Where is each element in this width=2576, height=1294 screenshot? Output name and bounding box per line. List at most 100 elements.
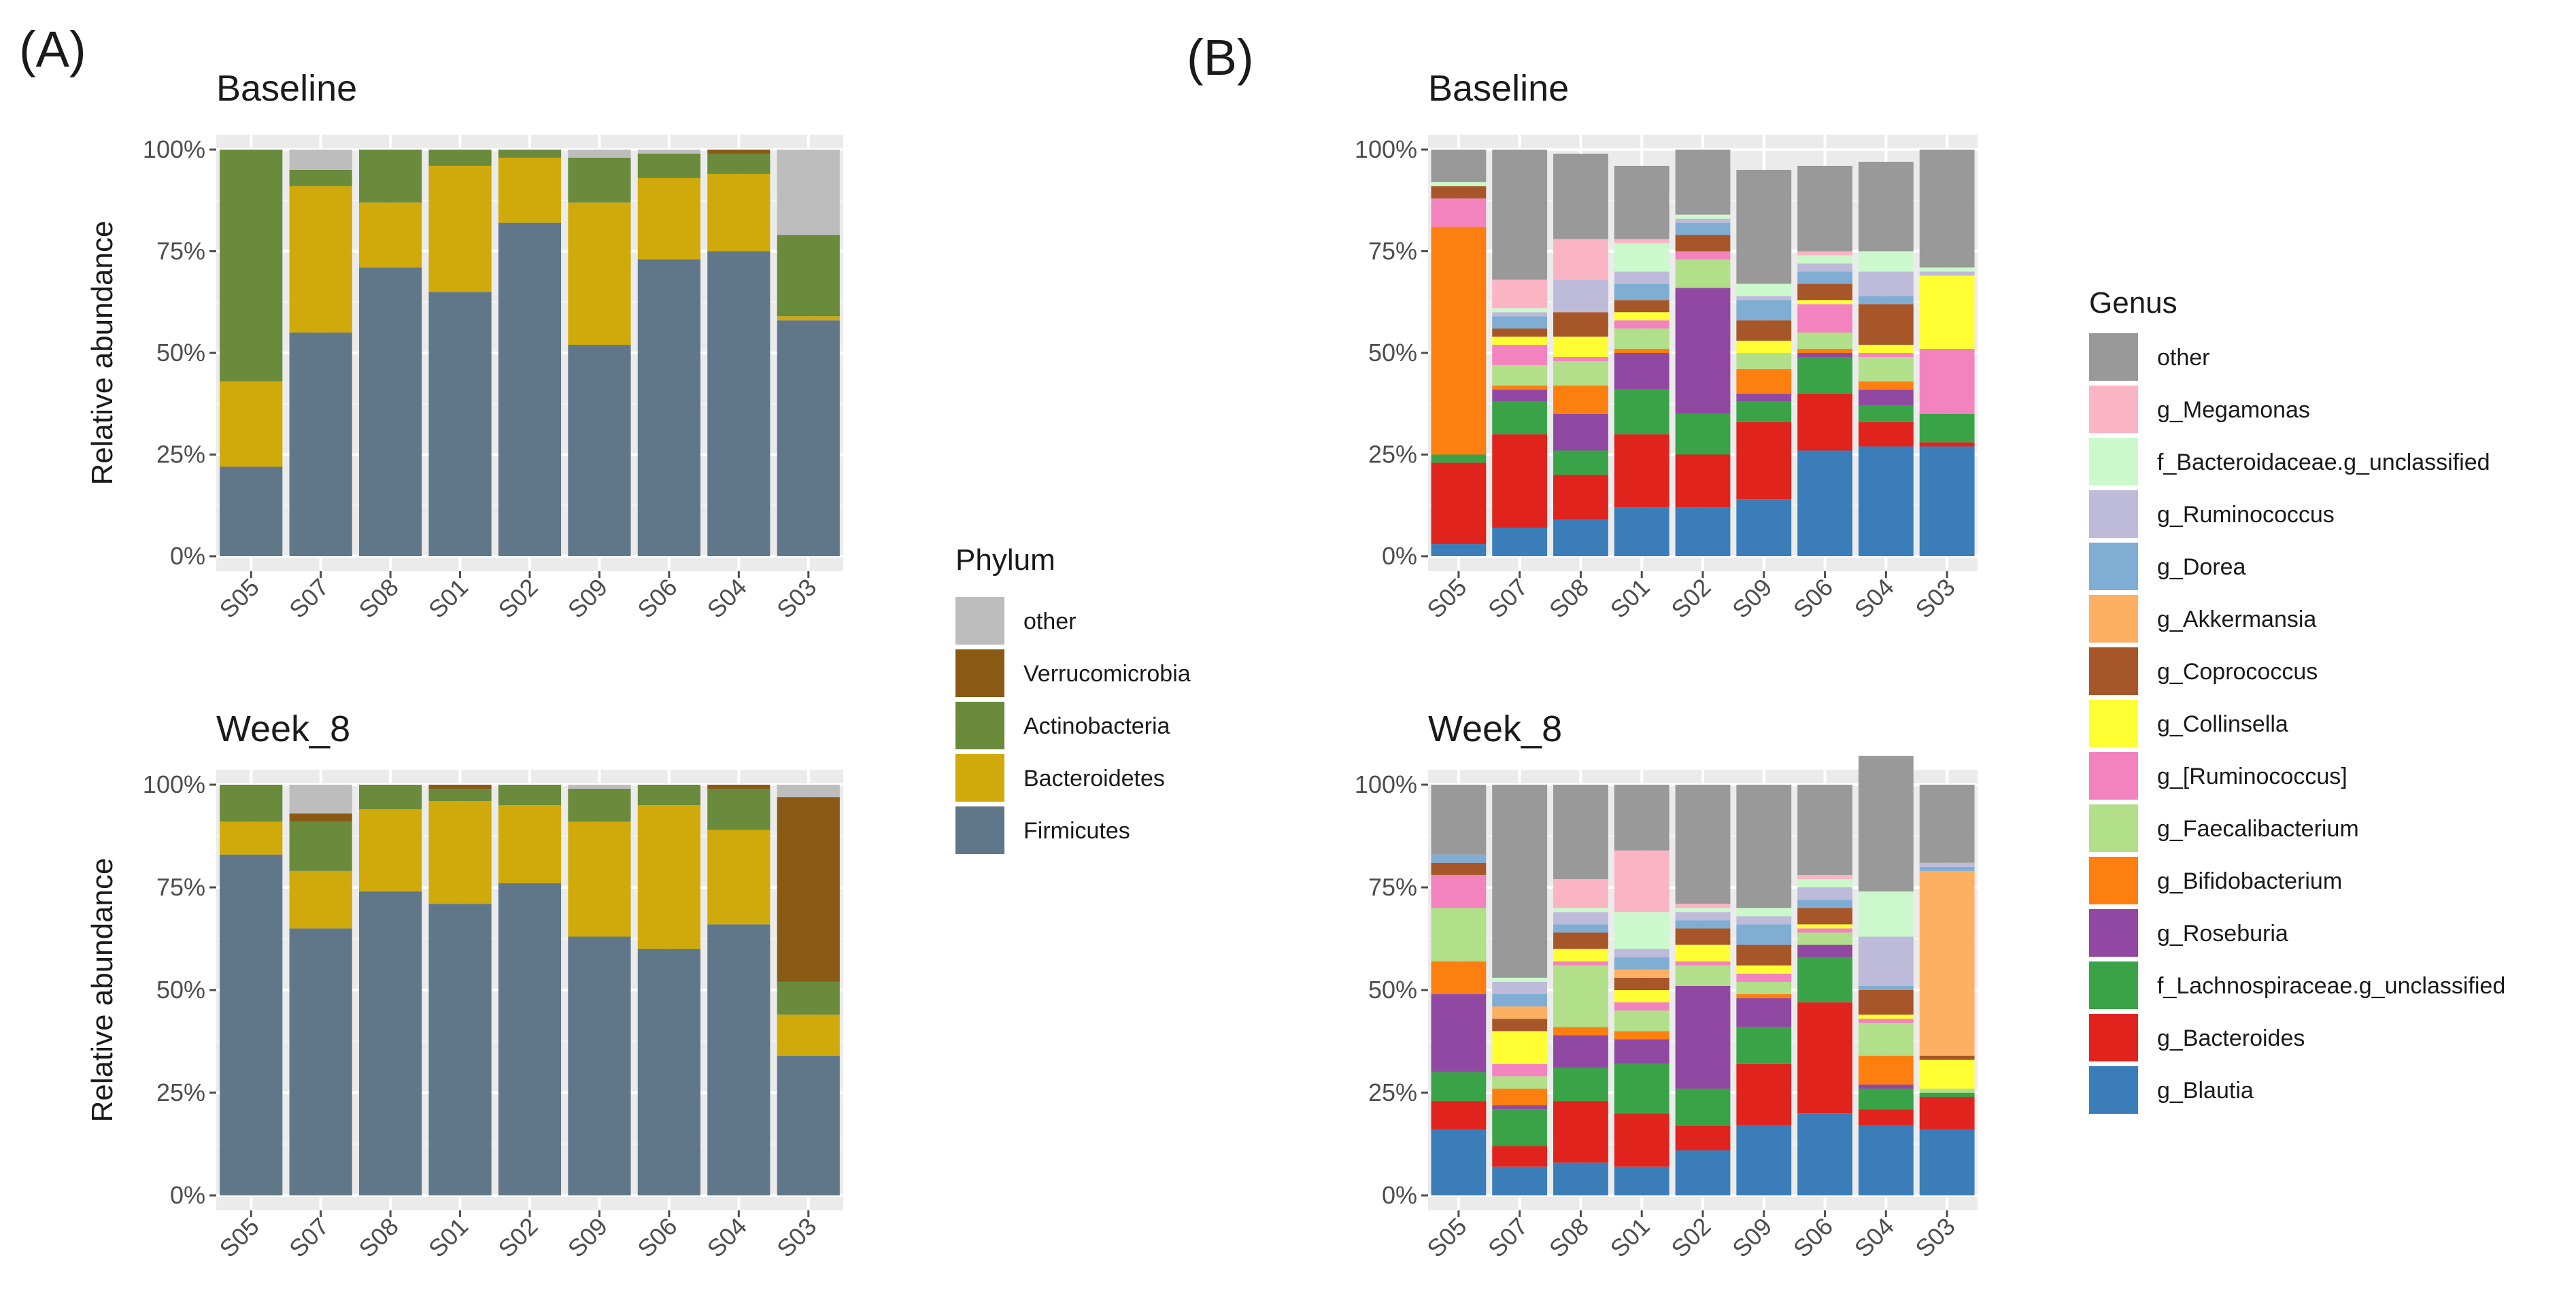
bar-segment-s08-g-collinsella: [1553, 337, 1608, 357]
x-tick-label: S03: [1910, 573, 1960, 624]
legend-swatch-g-bacteroides: [2089, 1014, 2138, 1061]
bar-segment-s02-f-bacteroidaceae-g-unclassified: [1675, 908, 1731, 913]
x-tick-label: S08: [353, 1212, 403, 1263]
bar-segment-s03-g-bacteroides: [1919, 442, 1975, 447]
bar-segment-s02-g-faecalibacterium: [1675, 259, 1731, 288]
chart-a-week8: Week_8 0% 25% 50% 75% 100% S05 S07 S08 S01 S02 S09 S…: [86, 709, 843, 1263]
y-tick-label: 75%: [1368, 237, 1417, 265]
bar-segment-s05-f-lachnospiraceae-g-unclassified: [1431, 1072, 1487, 1102]
bar-segment-s04-g-ruminococcus: [1858, 353, 1914, 357]
bar-segment-s01-bacteroidetes: [428, 165, 492, 292]
bar-segment-s04-verrucomicrobia: [707, 150, 770, 154]
bar-segment-s07-g-blautia: [1492, 1166, 1548, 1195]
bar-segment-s07-g-megamonas: [1492, 279, 1548, 309]
bar-segment-s06-g-coprococcus: [1797, 284, 1852, 301]
bar-segment-s05-f-bacteroidaceae-g-unclassified: [1431, 182, 1487, 186]
bar-segment-s04-g-bifidobacterium: [1858, 381, 1914, 390]
bar-segment-s04-other: [1858, 755, 1914, 892]
bar-segment-s02-g-bacteroides: [1675, 454, 1731, 508]
bar-segment-s01-g-faecalibacterium: [1614, 328, 1670, 350]
bar-segment-s02-g-dorea: [1675, 920, 1731, 929]
x-tick-label: S01: [423, 1212, 473, 1263]
legend-swatch-g-faecalibacterium: [2089, 804, 2138, 852]
y-tick-label: 100%: [143, 135, 205, 163]
legend-label-g-collinsella: g_Collinsella: [2157, 711, 2288, 737]
bar-segment-s06-g-roseburia: [1797, 353, 1852, 357]
bar-segment-s04-g-bacteroides: [1858, 1109, 1914, 1126]
bar-segment-s04-other: [1858, 161, 1914, 252]
bar-segment-s09-actinobacteria: [568, 789, 631, 822]
bar-segment-s06-f-lachnospiraceae-g-unclassified: [1797, 356, 1852, 394]
bar-segment-s02-actinobacteria: [498, 150, 562, 158]
y-tick-label: 0%: [1382, 542, 1417, 570]
bar-segment-s04-g-blautia: [1858, 1125, 1914, 1195]
bar-segment-s02-g-megamonas: [1675, 904, 1731, 908]
bar-segment-s08-g-blautia: [1553, 520, 1608, 556]
bar-segment-s08-g-ruminococcus: [1553, 356, 1608, 361]
bar-segment-s08-g-bifidobacterium: [1553, 385, 1608, 414]
bar-segment-s09-g-faecalibacterium: [1736, 353, 1792, 369]
bar-segment-s08-g-faecalibacterium: [1553, 360, 1608, 386]
bar-segment-s06-other: [1797, 785, 1852, 875]
bar-segment-s08-bacteroidetes: [359, 202, 422, 268]
bar-segment-s02-bacteroidetes: [498, 805, 562, 883]
bar-segment-s08-actinobacteria: [359, 785, 422, 810]
chart-title-b-baseline: Baseline: [1428, 68, 1569, 109]
bar-segment-s07-g-blautia: [1492, 528, 1548, 556]
bar-segment-s06-bacteroidetes: [637, 177, 700, 260]
bar-segment-s01-g-blautia: [1614, 507, 1670, 556]
chart-a-baseline: Baseline 0% 25% 50% 75% 100% S05 S07 S08 S01 S02 S0…: [86, 68, 843, 624]
legend-swatch-g-collinsella: [2089, 700, 2138, 747]
bar-segment-s09-g-faecalibacterium: [1736, 981, 1792, 995]
bar-segment-s02-g-coprococcus: [1675, 235, 1731, 252]
bar-segment-s07-g-ruminococcus: [1492, 345, 1548, 365]
bar-segment-s08-g-coprococcus: [1553, 312, 1608, 337]
legend-swatch-bacteroidetes: [955, 754, 1004, 802]
bar-segment-s05-bacteroidetes: [220, 821, 283, 855]
bar-segment-s08-f-lachnospiraceae-g-unclassified: [1553, 450, 1608, 475]
x-tick-label: S09: [1727, 1212, 1777, 1263]
y-tick-label: 0%: [170, 542, 205, 570]
bar-segment-s05-firmicutes: [220, 466, 283, 556]
bar-segment-s04-g-roseburia: [1858, 389, 1914, 406]
bar-segment-s09-g-bacteroides: [1736, 1063, 1792, 1126]
bar-segment-s04-g-collinsella: [1858, 345, 1914, 353]
bar-segment-s01-bacteroidetes: [428, 801, 492, 904]
bar-segment-s06-g-coprococcus: [1797, 908, 1852, 925]
bar-segment-s01-f-lachnospiraceae-g-unclassified: [1614, 389, 1670, 435]
bar-segment-s06-f-bacteroidaceae-g-unclassified: [1797, 879, 1852, 887]
legend-label-g-akkermansia: g_Akkermansia: [2157, 607, 2316, 632]
bar-segment-s03-other: [777, 150, 840, 235]
legend-swatch-actinobacteria: [955, 702, 1004, 749]
bar-segment-s08-f-lachnospiraceae-g-unclassified: [1553, 1068, 1608, 1102]
legend-label-g-bacteroides: g_Bacteroides: [2157, 1025, 2305, 1051]
bar-segment-s03-g-coprococcus: [1919, 1055, 1975, 1060]
bar-segment-s05-g-bifidobacterium: [1431, 961, 1487, 995]
bar-segment-s07-g-faecalibacterium: [1492, 364, 1548, 386]
bar-segment-s03-other: [1919, 150, 1975, 268]
x-tick-label: S06: [1788, 1212, 1838, 1263]
legend-label-bacteroidetes: Bacteroidetes: [1023, 766, 1165, 791]
bar-segment-s07-f-bacteroidaceae-g-unclassified: [1492, 308, 1548, 313]
legend-swatch-g-ruminococcus: [2089, 490, 2138, 538]
bar-segment-s04-g-dorea: [1858, 296, 1914, 305]
bar-segment-s09-f-lachnospiraceae-g-unclassified: [1736, 401, 1792, 422]
legend-label-g-blautia: g_Blautia: [2157, 1078, 2254, 1104]
bar-segment-s04-g-collinsella: [1858, 1015, 1914, 1019]
bar-segment-s09-g-coprococcus: [1736, 944, 1792, 966]
bar-segment-s03-verrucomicrobia: [777, 797, 840, 982]
x-tick-label: S08: [1544, 573, 1594, 624]
bar-segment-s09-g-roseburia: [1736, 998, 1792, 1027]
bar-segment-s02-f-lachnospiraceae-g-unclassified: [1675, 1088, 1731, 1126]
bar-segment-s04-firmicutes: [707, 924, 770, 1195]
bar-segment-s01-g-bacteroides: [1614, 1113, 1670, 1167]
x-tick-label: S09: [562, 573, 613, 624]
bar-segment-s01-g-ruminococcus: [1614, 271, 1670, 284]
bar-segment-s02-g-roseburia: [1675, 985, 1731, 1089]
bar-segment-s07-g-faecalibacterium: [1492, 1076, 1548, 1089]
x-tick-label: S05: [214, 573, 265, 624]
legend-swatch-other: [955, 597, 1004, 645]
legend-label-verrucomicrobia: Verrucomicrobia: [1023, 661, 1191, 687]
bar-segment-s02-g-ruminococcus: [1675, 961, 1731, 966]
